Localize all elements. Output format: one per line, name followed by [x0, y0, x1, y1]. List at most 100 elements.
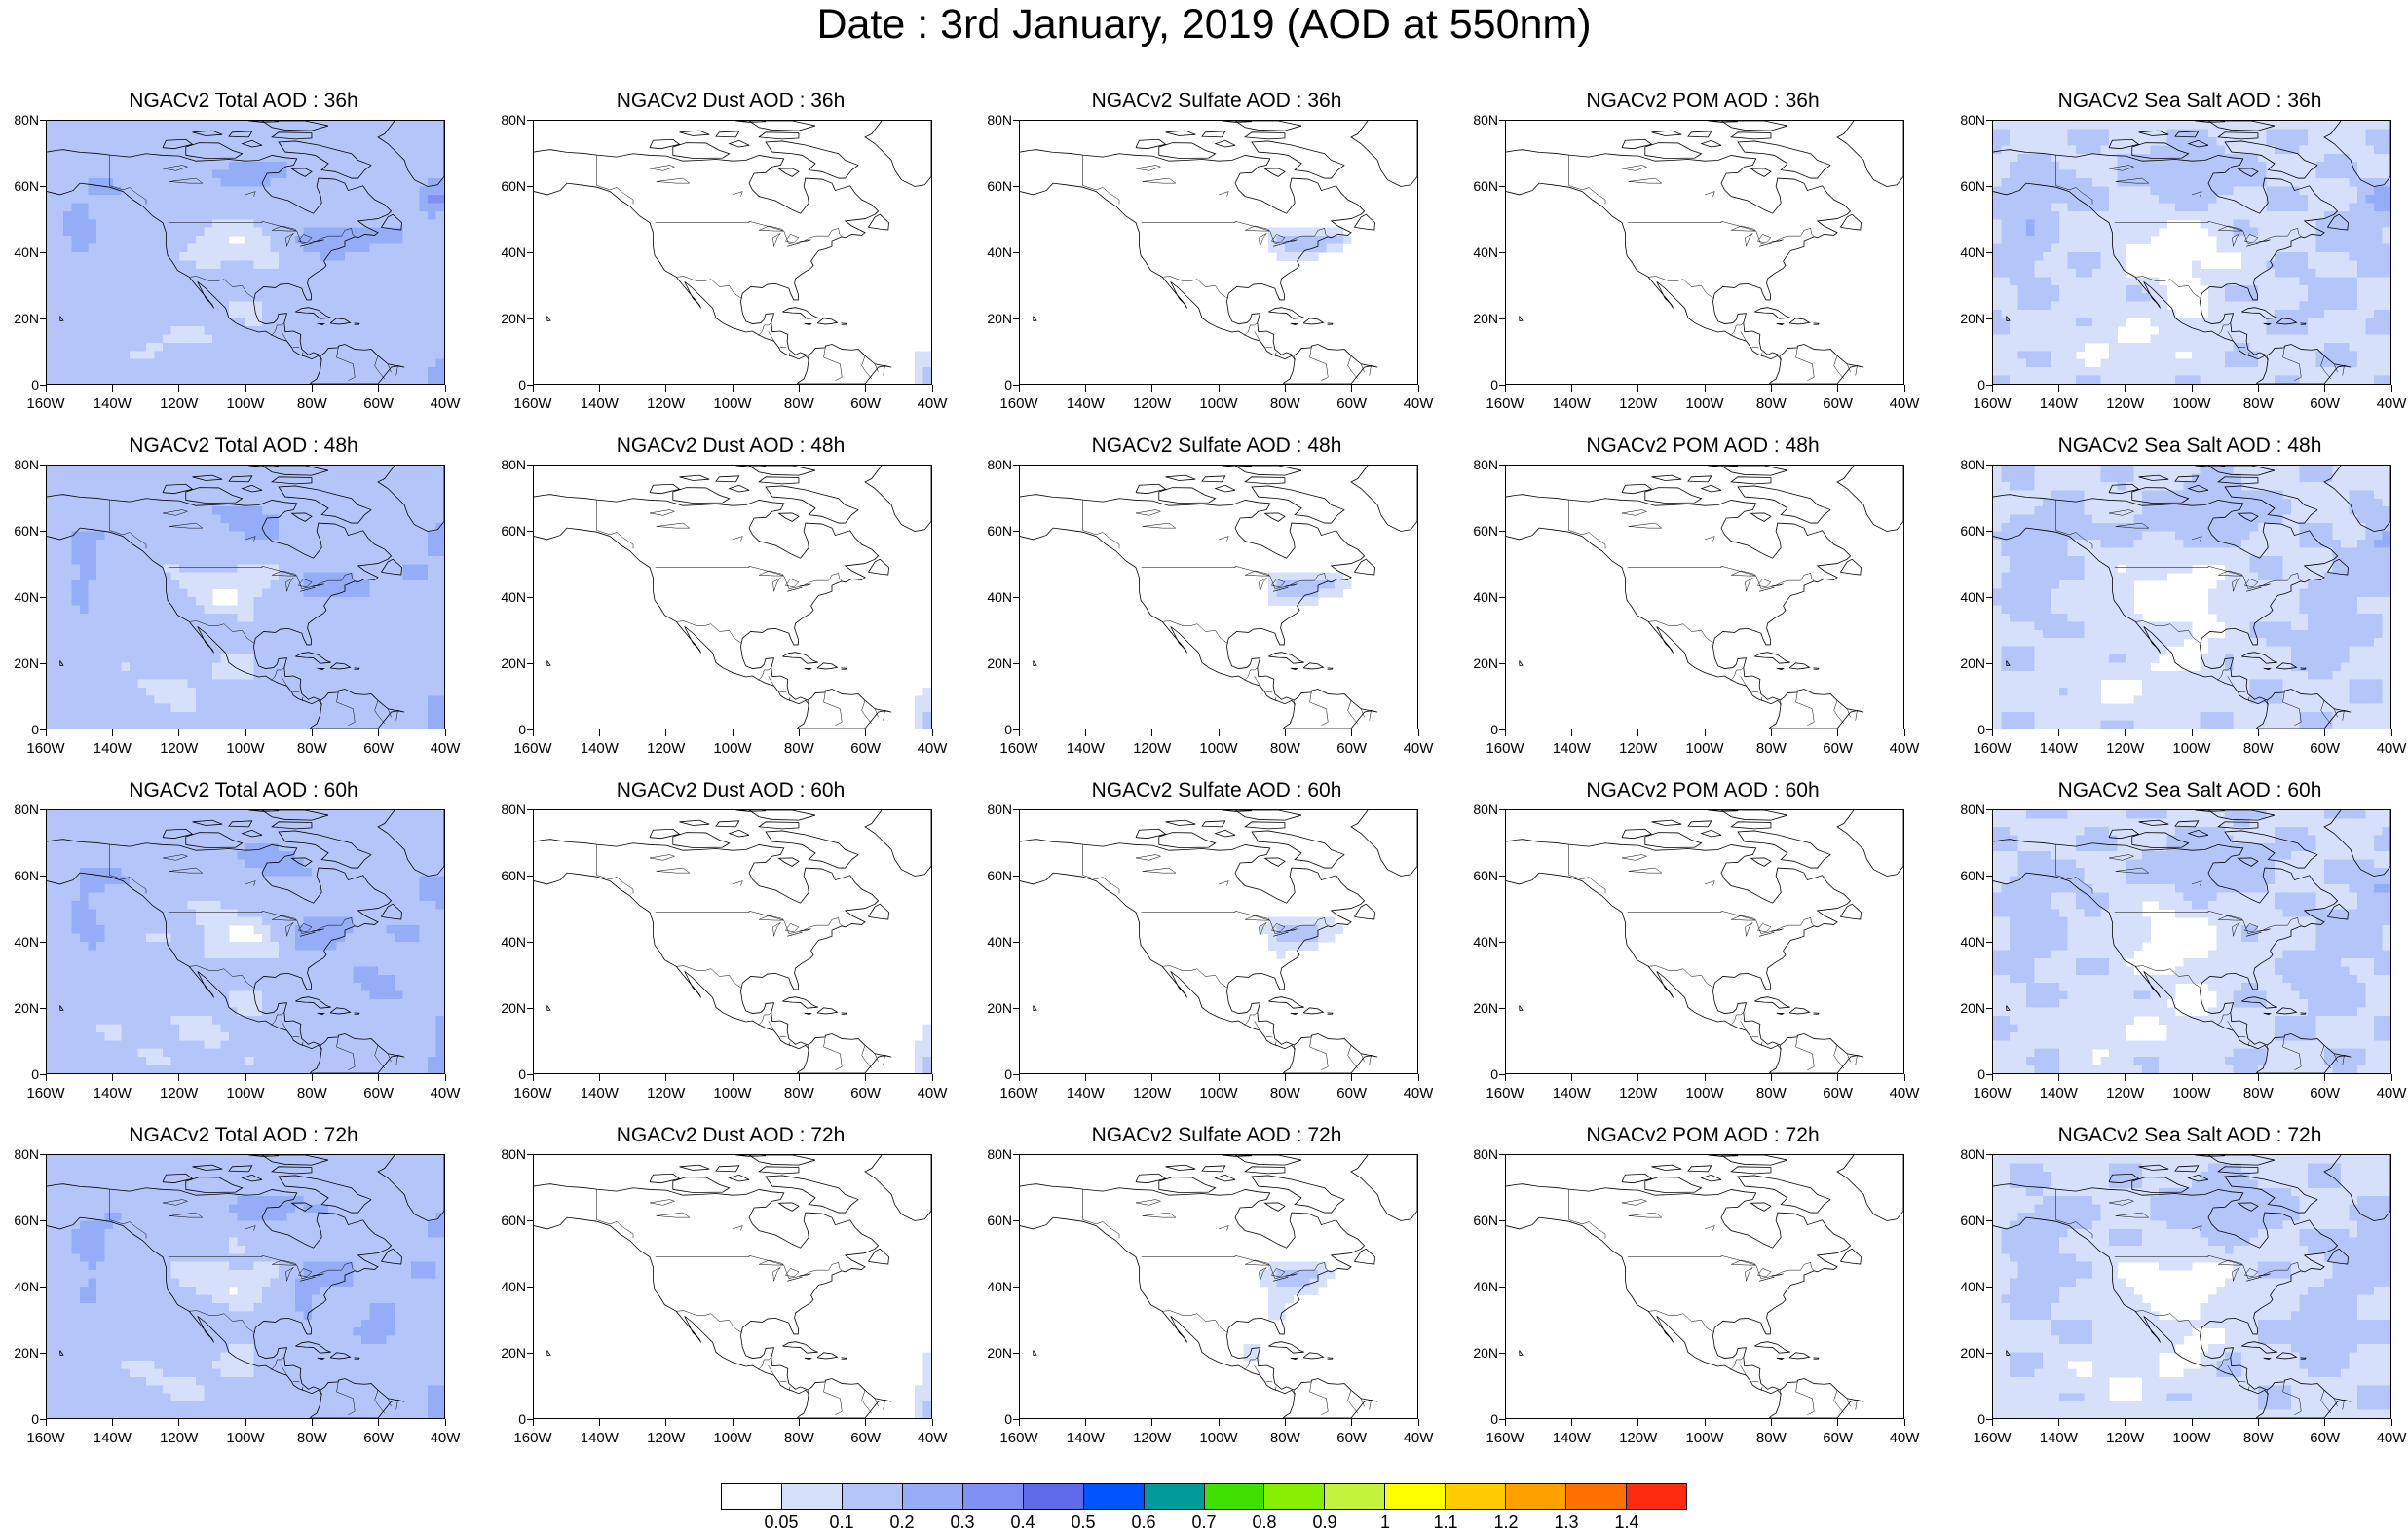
aod-cell [2267, 285, 2276, 294]
coastline-island [779, 168, 799, 176]
aod-cell [2374, 154, 2383, 163]
aod-cell [2234, 211, 2242, 220]
aod-cell [2118, 228, 2126, 237]
aod-cell [238, 540, 246, 548]
aod-cell [337, 219, 346, 228]
aod-cell [2267, 302, 2276, 311]
aod-cell [2018, 318, 2027, 327]
aod-cell [122, 473, 131, 482]
aod-cell [353, 121, 361, 130]
aod-cell [436, 515, 444, 524]
aod-cell [72, 277, 81, 285]
aod-cell [80, 326, 89, 335]
aod-cell [96, 187, 105, 196]
aod-cell [2258, 195, 2267, 204]
aod-cell [2076, 121, 2085, 130]
aod-cell [96, 137, 105, 146]
aod-cell [378, 302, 387, 311]
aod-cell [411, 482, 420, 491]
aod-cell [2341, 228, 2350, 237]
aod-cell [345, 121, 354, 130]
aod-cell [271, 154, 280, 163]
aod-cell [279, 614, 287, 622]
aod-cell [2383, 154, 2390, 163]
aod-cell [2316, 318, 2325, 327]
aod-cell [2100, 129, 2109, 137]
aod-cell [1993, 293, 2002, 302]
aod-cell [428, 654, 436, 663]
aod-cell [436, 178, 444, 187]
aod-cell [63, 540, 72, 548]
aod-cell [63, 228, 72, 237]
aod-cell [2092, 228, 2101, 237]
aod-cell [146, 671, 155, 680]
aod-cell [370, 121, 379, 130]
aod-cell [2258, 178, 2267, 187]
aod-cell [163, 310, 171, 318]
aod-cell [402, 145, 411, 154]
aod-cell [420, 187, 429, 196]
aod-cell [2283, 334, 2292, 343]
aod-cell [146, 195, 155, 204]
aod-cell [72, 482, 81, 491]
aod-cell [89, 310, 97, 318]
aod-cell [2018, 162, 2027, 170]
aod-cell [72, 597, 81, 606]
aod-cell [163, 532, 171, 541]
aod-cell [2126, 170, 2134, 179]
aod-cell [171, 532, 180, 541]
aod-cell [96, 540, 105, 548]
aod-cell [47, 580, 56, 589]
aod-cell [1993, 211, 2002, 220]
aod-cell [2092, 310, 2101, 318]
aod-cell [436, 589, 444, 598]
aod-cell [253, 334, 262, 343]
aod-cell [154, 219, 163, 228]
aod-cell [113, 236, 122, 244]
aod-cell [2018, 203, 2027, 211]
aod-cell [55, 121, 63, 130]
aod-cell [122, 302, 131, 311]
aod-cell [2349, 269, 2357, 278]
aod-cell [47, 466, 56, 474]
aod-cell [387, 499, 395, 507]
aod-cell [212, 293, 221, 302]
aod-cell [2366, 219, 2375, 228]
aod-cell [2258, 326, 2267, 335]
aod-cell [303, 597, 312, 606]
aod-cell [402, 630, 411, 639]
aod-cell [2043, 203, 2051, 211]
aod-cell [122, 556, 131, 565]
aod-cell [146, 145, 155, 154]
lat-tick-label: 80N [0, 112, 39, 128]
aod-cell [2283, 326, 2292, 335]
aod-cell [387, 621, 395, 630]
aod-cell [212, 170, 221, 179]
aod-cell [345, 614, 354, 622]
aod-cell [345, 466, 354, 474]
aod-cell [72, 573, 81, 581]
aod-cell [2225, 211, 2234, 220]
aod-cell [47, 482, 56, 491]
aod-cell [2333, 170, 2342, 179]
aod-cell [2324, 244, 2333, 253]
aod-cell [2018, 293, 2027, 302]
aod-cell [253, 605, 262, 614]
aod-cell [163, 260, 171, 269]
aod-cell [104, 277, 113, 285]
aod-cell [163, 556, 171, 565]
aod-cell [221, 473, 230, 482]
aod-cell [2175, 195, 2184, 204]
aod-cell [47, 523, 56, 532]
aod-cell [188, 671, 197, 680]
aod-cell [361, 654, 370, 663]
aod-cell [2366, 269, 2375, 278]
coastline-island [1751, 168, 1771, 176]
aod-cell [171, 482, 180, 491]
aod-cell [420, 506, 429, 515]
aod-cell [47, 244, 56, 253]
aod-cell [2092, 211, 2101, 220]
aod-cell [179, 564, 188, 573]
aod-cell [47, 473, 56, 482]
aod-cell [279, 647, 287, 655]
